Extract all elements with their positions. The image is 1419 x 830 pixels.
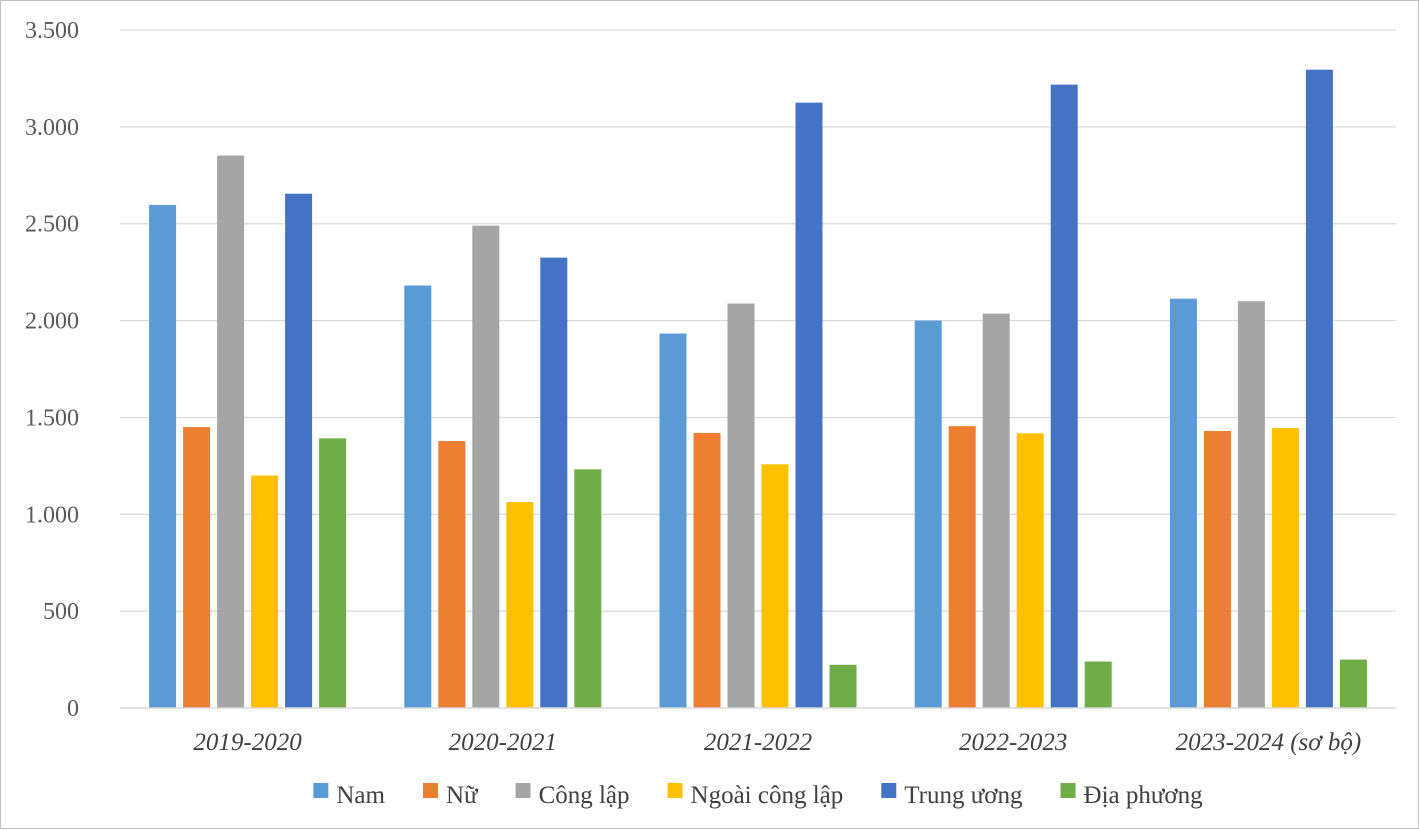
x-category-label: 2022-2023 xyxy=(959,729,1067,756)
x-category-label: 2020-2021 xyxy=(449,729,557,756)
bar-địa-phương-2023-2024 (sơ bộ) xyxy=(1339,659,1367,708)
legend-swatch xyxy=(313,783,329,798)
bar-công-lập-2021-2022 xyxy=(727,303,755,708)
y-tick-label: 3.500 xyxy=(25,18,79,44)
y-tick-label: 1.000 xyxy=(25,502,79,528)
legend-label: Công lập xyxy=(539,782,630,809)
legend: Nam Nữ Công lập Ngoài công lập Trung ương Địa… xyxy=(313,782,1203,809)
y-tick-label: 0 xyxy=(67,696,79,722)
y-tick-label: 2.500 xyxy=(25,212,79,238)
bar-nam-2021-2022 xyxy=(659,333,687,708)
x-axis-labels: 2019-2020 2020-2021 2021-2022 2022-2023 2023… xyxy=(193,729,1361,756)
legend-swatch xyxy=(1060,783,1076,798)
legend-item: Nam xyxy=(313,782,386,809)
bar-trung-ương-2020-2021 xyxy=(540,257,568,708)
legend-swatch xyxy=(881,783,897,798)
y-tick-label: 1.500 xyxy=(25,405,79,431)
bar-trung-ương-2023-2024 (sơ bộ) xyxy=(1305,69,1333,708)
legend-item: Nữ xyxy=(422,782,479,809)
bar-trung-ương-2022-2023 xyxy=(1050,84,1078,708)
bar-nam-2020-2021 xyxy=(404,285,432,708)
bar-ngoài-công-lập-2021-2022 xyxy=(761,464,789,708)
bars xyxy=(149,69,1367,708)
bar-địa-phương-2021-2022 xyxy=(829,664,857,708)
bar-trung-ương-2021-2022 xyxy=(795,102,823,708)
bar-công-lập-2019-2020 xyxy=(217,155,245,708)
bar-ngoài-công-lập-2019-2020 xyxy=(251,475,279,708)
y-tick-label: 2.000 xyxy=(25,309,79,335)
legend-swatch xyxy=(515,783,531,798)
bar-địa-phương-2019-2020 xyxy=(319,438,347,708)
legend-item: Địa phương xyxy=(1060,782,1204,809)
bar-nữ-2020-2021 xyxy=(438,441,466,708)
bar-nam-2019-2020 xyxy=(149,204,177,708)
x-category-label: 2019-2020 xyxy=(193,729,302,756)
bar-trung-ương-2019-2020 xyxy=(285,193,313,708)
bar-nữ-2022-2023 xyxy=(948,426,976,708)
bar-ngoài-công-lập-2020-2021 xyxy=(506,502,534,708)
legend-swatch xyxy=(667,783,683,798)
bar-công-lập-2020-2021 xyxy=(472,225,500,708)
bar-ngoài-công-lập-2022-2023 xyxy=(1016,433,1044,708)
legend-label: Trung ương xyxy=(904,782,1023,809)
bar-nam-2022-2023 xyxy=(914,320,942,708)
legend-item: Trung ương xyxy=(881,782,1023,809)
legend-item: Ngoài công lập xyxy=(667,782,844,809)
bar-nữ-2023-2024 (sơ bộ) xyxy=(1203,430,1231,708)
bar-địa-phương-2022-2023 xyxy=(1084,661,1112,708)
x-category-label: 2023-2024 (sơ bộ) xyxy=(1176,729,1362,756)
legend-swatch xyxy=(422,783,438,798)
bar-ngoài-công-lập-2023-2024 (sơ bộ) xyxy=(1271,428,1299,708)
legend-label: Ngoài công lập xyxy=(691,782,844,809)
legend-label: Nam xyxy=(336,782,385,809)
x-category-label: 2021-2022 xyxy=(704,729,812,756)
bar-nữ-2019-2020 xyxy=(183,427,211,708)
y-tick-label: 3.000 xyxy=(25,115,79,141)
legend-label: Địa phương xyxy=(1084,782,1204,809)
bar-công-lập-2023-2024 (sơ bộ) xyxy=(1237,301,1265,708)
legend-label: Nữ xyxy=(446,782,479,809)
y-axis-ticks: 0 500 1.000 1.500 2.000 2.500 3.000 3.500 xyxy=(25,18,79,722)
bar-địa-phương-2020-2021 xyxy=(574,469,602,708)
bar-nữ-2021-2022 xyxy=(693,432,721,708)
legend-item: Công lập xyxy=(515,782,630,809)
bar-công-lập-2022-2023 xyxy=(982,313,1010,708)
y-tick-label: 500 xyxy=(43,599,79,625)
bar-nam-2023-2024 (sơ bộ) xyxy=(1169,298,1197,708)
